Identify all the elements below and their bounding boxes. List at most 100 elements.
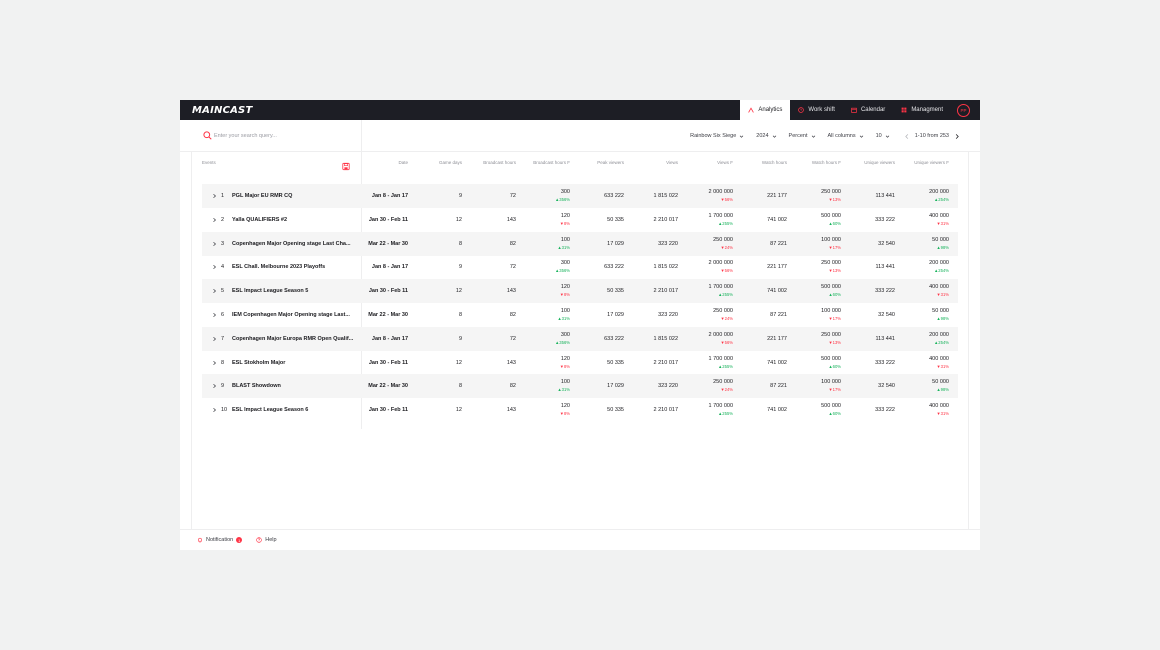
mode-select[interactable]: Percent [789, 133, 816, 139]
arrow-up-icon: ▲ [934, 268, 939, 274]
cell-date: Mar 22 - Mar 30 [368, 383, 408, 390]
nav-work-shift[interactable]: Work shift [790, 100, 843, 120]
expand-row-icon[interactable] [212, 217, 217, 223]
delta-down: ▼17% [828, 316, 841, 321]
cell-peak: 50 335 [607, 288, 624, 295]
grid-icon [901, 107, 907, 113]
table-row[interactable]: 1 PGL Major EU RMR CQ Jan 8 - Jan 17 9 72 300… [202, 184, 958, 208]
table-row[interactable]: 8 ESL Stokholm Major Jan 30 - Feb 11 12 143 1… [202, 351, 958, 375]
arrow-down-icon: ▼ [720, 197, 725, 202]
table-row[interactable]: 5 ESL Impact League Season 5 Jan 30 - Feb … [202, 279, 958, 304]
save-icon[interactable] [342, 162, 350, 171]
delta-up: ▲98% [936, 316, 949, 321]
column-header[interactable]: Game days [438, 160, 462, 165]
column-header[interactable]: Date [398, 160, 408, 165]
maincast-logo[interactable]: MAINCAST [192, 105, 253, 116]
event-name[interactable]: Copenhagen Major Europa RMR Open Qualif.… [232, 335, 354, 342]
search-input[interactable] [214, 131, 354, 141]
notification-button[interactable]: Notification 1 [197, 537, 243, 543]
arrow-down-icon: ▼ [828, 387, 833, 393]
cell-wh: 741 002 [767, 288, 787, 295]
expand-row-icon[interactable] [212, 264, 217, 270]
cell-vf: 1 700 000 [708, 284, 733, 291]
delta-down: ▼8% [560, 364, 570, 369]
user-avatar[interactable]: PP [957, 103, 970, 117]
chevron-right-icon[interactable] [954, 133, 960, 140]
cell-date: Jan 8 - Jan 17 [371, 335, 408, 342]
column-header[interactable]: Broadcast hours [483, 160, 516, 165]
expand-row-icon[interactable] [212, 336, 217, 342]
page-size-select[interactable]: 10 [876, 133, 890, 139]
column-header[interactable]: Peak viewers [597, 160, 624, 165]
game-select-value: Rainbow Six Siege [690, 133, 737, 139]
event-name[interactable]: IEM Copenhagen Major Opening stage Last.… [232, 312, 350, 318]
delta-down: ▼56% [720, 197, 733, 202]
table-row[interactable]: 10 ESL Impact League Season 6 Jan 30 - Feb… [202, 398, 958, 422]
delta-value: 24% [724, 244, 733, 250]
cell-wh: 741 002 [767, 407, 787, 414]
nav-calendar[interactable]: Calendar [843, 100, 893, 120]
column-header[interactable]: Views [666, 160, 678, 165]
cell-vf: 250 000 [713, 236, 733, 243]
column-header[interactable]: Watch hours [761, 160, 787, 165]
expand-row-icon[interactable] [212, 407, 217, 413]
row-number: 4 [221, 264, 225, 271]
arrow-up-icon: ▲ [828, 220, 833, 226]
expand-row-icon[interactable] [212, 241, 217, 247]
table-row[interactable]: 9 BLAST Showdown Mar 22 - Mar 30 8 82 100 ▲31%… [202, 374, 958, 399]
column-header[interactable]: Broadcast hours F [533, 160, 570, 165]
help-button[interactable]: Help [256, 537, 277, 543]
delta-value: 356% [559, 268, 570, 274]
arrow-down-icon: ▼ [828, 339, 833, 345]
year-select[interactable]: 2024 [756, 133, 776, 139]
column-header[interactable]: Events [202, 160, 216, 165]
event-name[interactable]: ESL Impact League Season 6 [232, 407, 309, 414]
cell-views: 2 210 017 [653, 288, 678, 295]
cell-uv: 113 441 [875, 193, 895, 199]
cell-bhf: 300 [560, 331, 570, 338]
game-select[interactable]: Rainbow Six Siege [690, 133, 744, 139]
event-name[interactable]: BLAST Showdown [232, 383, 281, 390]
event-name[interactable]: Copenhagen Major Opening stage Last Cha.… [232, 240, 351, 247]
expand-row-icon[interactable] [212, 193, 217, 199]
nav-managment[interactable]: Managment [893, 100, 951, 120]
column-header[interactable]: Views F [717, 160, 733, 165]
table-row[interactable]: 7 Copenhagen Major Europa RMR Open Qualif… [202, 326, 958, 351]
table-row[interactable]: 4 ESL Chall. Melbourne 2023 Playoffs Jan 8… [202, 255, 958, 279]
event-name[interactable]: ESL Stokholm Major [232, 359, 286, 366]
column-header[interactable]: Unique viewers [864, 160, 895, 165]
cell-bhf: 120 [560, 284, 570, 291]
column-header[interactable]: Watch hours F [811, 160, 841, 165]
table-row[interactable]: 3 Copenhagen Major Opening stage Last Cha… [202, 231, 958, 256]
cell-days: 12 [455, 216, 462, 223]
delta-value: 98% [940, 316, 949, 321]
delta-value: 31% [940, 411, 949, 417]
event-name[interactable]: Yalla QUALIFIERS #2 [232, 216, 288, 223]
columns-select[interactable]: All columns [828, 133, 864, 139]
event-name[interactable]: ESL Impact League Season 5 [232, 288, 309, 295]
expand-row-icon[interactable] [212, 360, 217, 366]
delta-down: ▼56% [720, 340, 733, 345]
cell-date: Jan 8 - Jan 17 [371, 264, 408, 271]
cell-uv: 333 222 [875, 288, 895, 295]
cell-bh: 82 [509, 383, 516, 390]
delta-down: ▼56% [720, 268, 733, 273]
nav-analytics[interactable]: Analytics [740, 100, 791, 120]
cell-bh: 143 [506, 288, 516, 295]
event-name[interactable]: ESL Chall. Melbourne 2023 Playoffs [232, 264, 326, 271]
delta-value: 356% [559, 197, 570, 202]
arrow-down-icon: ▼ [936, 292, 941, 298]
cell-uvf: 50 000 [932, 308, 949, 314]
event-name[interactable]: PGL Major EU RMR CQ [232, 193, 293, 199]
column-header[interactable]: Unique viewers F [914, 160, 949, 165]
table-row[interactable]: 6 IEM Copenhagen Major Opening stage Last… [202, 303, 958, 327]
chevron-left-icon[interactable] [904, 133, 910, 140]
delta-up: ▲255% [718, 364, 733, 369]
expand-row-icon[interactable] [212, 288, 217, 294]
expand-row-icon[interactable] [212, 383, 217, 389]
expand-row-icon[interactable] [212, 312, 217, 318]
cell-date: Jan 30 - Feb 11 [368, 407, 408, 414]
arrow-up-icon: ▲ [934, 197, 939, 202]
table-row[interactable]: 2 Yalla QUALIFIERS #2 Jan 30 - Feb 11 12 143… [202, 208, 958, 232]
delta-up: ▲254% [934, 197, 949, 202]
